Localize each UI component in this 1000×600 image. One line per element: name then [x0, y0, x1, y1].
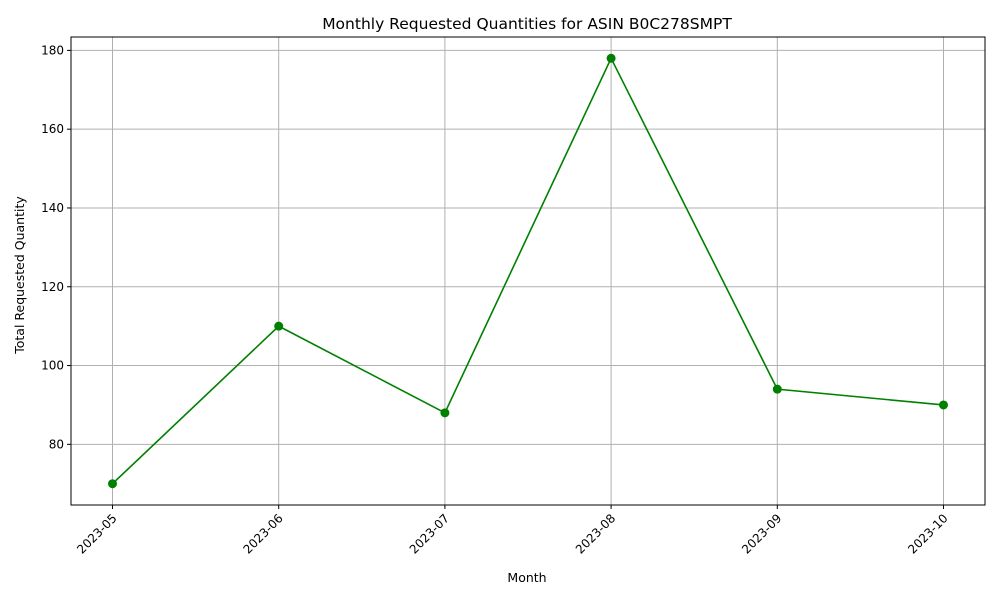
data-point — [108, 479, 117, 489]
grid — [71, 37, 985, 505]
data-point — [274, 321, 284, 331]
y-tick-label: 120 — [41, 280, 64, 294]
y-axis-label: Total Requested Quantity — [12, 196, 27, 355]
series — [108, 53, 948, 489]
y-tick-label: 100 — [41, 359, 64, 373]
data-point — [939, 400, 948, 410]
y-tick-label: 140 — [41, 201, 64, 215]
y-tick-label: 180 — [41, 43, 64, 57]
y-tick-label: 80 — [49, 437, 64, 451]
chart-title: Monthly Requested Quantities for ASIN B0… — [322, 15, 732, 33]
y-axis-ticks: 80 100 120 140 160 180 — [41, 43, 71, 451]
series-line — [111, 56, 944, 485]
data-point — [440, 408, 450, 418]
y-tick-label: 160 — [41, 122, 64, 136]
x-axis-label: Month — [507, 570, 546, 585]
data-point — [772, 384, 782, 394]
plot-frame — [70, 36, 986, 506]
data-point — [606, 53, 616, 63]
